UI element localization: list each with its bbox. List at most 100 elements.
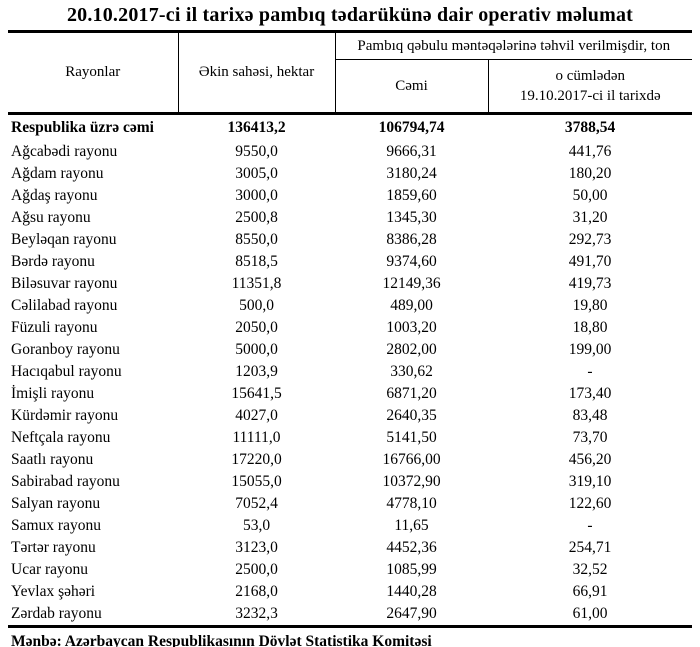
area-value: 3005,0 — [235, 165, 278, 182]
daily-value: 18,80 — [572, 319, 608, 336]
area-value: 3123,0 — [235, 539, 278, 556]
area-value: 17220,0 — [231, 451, 282, 468]
total-value: 2640,35 — [386, 407, 437, 424]
area-value: 9550,0 — [235, 143, 278, 160]
region-name: Saatlı rayonu — [11, 451, 94, 468]
total-value: 2802,00 — [386, 341, 437, 358]
region-name: Samux rayonu — [11, 517, 101, 534]
total-value: 12149,36 — [382, 275, 441, 292]
col-header-rayonlar: Rayonlar — [8, 30, 179, 115]
header-row-2: Cəmi o cümlədən 19.10.2017-ci il tarixdə — [8, 59, 693, 115]
region-name: Hacıqabul rayonu — [11, 363, 122, 380]
daily-value: 122,60 — [568, 495, 612, 512]
area-value: 3000,0 — [235, 187, 278, 204]
area-value: 7052,4 — [235, 495, 278, 512]
daily-value: 254,71 — [568, 539, 612, 556]
daily-value: 441,76 — [568, 143, 612, 160]
daily-value: 173,40 — [568, 385, 612, 402]
table-row: Samux rayonu 53,0 11,65 - — [8, 515, 692, 537]
table-body: Respublika üzrə cəmi 136413,2 106794,74 378… — [8, 114, 692, 627]
region-name: Tərtər rayonu — [11, 539, 96, 556]
area-value: 2168,0 — [235, 583, 278, 600]
total-value: 16766,00 — [382, 451, 441, 468]
daily-value: 491,70 — [568, 253, 612, 270]
region-name: Sabirabad rayonu — [11, 473, 120, 490]
region-name: Ağdam rayonu — [11, 165, 104, 182]
table-row: Beyləqan rayonu 8550,0 8386,28 292,73 — [8, 229, 692, 251]
area-value: 53,0 — [242, 517, 271, 534]
col-header-cemi: Cəmi — [335, 59, 489, 115]
region-name: Respublika üzrə cəmi — [11, 119, 154, 136]
daily-value: 61,00 — [572, 605, 608, 622]
area-value: 15055,0 — [231, 473, 282, 490]
total-value: 1085,99 — [386, 561, 437, 578]
table-row: Biləsuvar rayonu 11351,8 12149,36 419,73 — [8, 273, 692, 295]
col-header-tehvil-group: Pambıq qəbulu məntəqələrinə təhvil veril… — [335, 30, 693, 60]
table-row: Goranboy rayonu 5000,0 2802,00 199,00 — [8, 339, 692, 361]
table-row: Ağcabədi rayonu 9550,0 9666,31 441,76 — [8, 141, 692, 163]
total-value: 1345,30 — [386, 209, 437, 226]
total-value: 6871,20 — [386, 385, 437, 402]
table-row: Salyan rayonu 7052,4 4778,10 122,60 — [8, 493, 692, 515]
region-name: Yevlax şəhəri — [11, 583, 96, 600]
daily-value: 180,20 — [568, 165, 612, 182]
table-row: Ağdaş rayonu 3000,0 1859,60 50,00 — [8, 185, 692, 207]
daily-value: - — [587, 363, 593, 380]
area-value: 2500,8 — [235, 209, 278, 226]
area-value: 11111,0 — [232, 429, 281, 446]
daily-value: 292,73 — [568, 231, 612, 248]
total-value: 9374,60 — [386, 253, 437, 270]
total-value: 9666,31 — [386, 143, 437, 160]
daily-value: 319,10 — [568, 473, 612, 490]
table-row: Tərtər rayonu 3123,0 4452,36 254,71 — [8, 537, 692, 559]
table-row: Ağsu rayonu 2500,8 1345,30 31,20 — [8, 207, 692, 229]
region-name: Goranboy rayonu — [11, 341, 120, 358]
page-title: 20.10.2017-ci il tarixə pambıq tədarükün… — [66, 4, 634, 26]
area-value: 15641,5 — [231, 385, 282, 402]
region-name: İmişli rayonu — [11, 385, 95, 402]
region-name: Ağsu rayonu — [11, 209, 91, 226]
table-row: Sabirabad rayonu 15055,0 10372,90 319,10 — [8, 471, 692, 493]
area-value: 8550,0 — [235, 231, 278, 248]
table-row: Hacıqabul rayonu 1203,9 330,62 - — [8, 361, 692, 383]
total-value: 1859,60 — [386, 187, 437, 204]
table-row: Neftçala rayonu 11111,0 5141,50 73,70 — [8, 427, 692, 449]
daily-value: 3788,54 — [564, 119, 616, 136]
table-row: İmişli rayonu 15641,5 6871,20 173,40 — [8, 383, 692, 405]
col-header-ekin-sahesi: Əkin sahəsi, hektar — [178, 30, 336, 115]
daily-value: - — [587, 517, 593, 534]
daily-value: 19,80 — [572, 297, 608, 314]
region-name: Cəlilabad rayonu — [11, 297, 118, 314]
header-row-1: Rayonlar Əkin sahəsi, hektar Pambıq qəbu… — [8, 30, 693, 115]
daily-value: 73,70 — [572, 429, 608, 446]
table-row: Cəlilabad rayonu 500,0 489,00 19,80 — [8, 295, 692, 317]
cotton-procurement-table: Rayonlar Əkin sahəsi, hektar Pambıq qəbu… — [8, 30, 693, 628]
region-name: Salyan rayonu — [11, 495, 101, 512]
table-row: Ucar rayonu 2500,0 1085,99 32,52 — [8, 559, 692, 581]
region-name: Ağdaş rayonu — [11, 187, 98, 204]
daily-value: 83,48 — [572, 407, 608, 424]
table-row: Ağdam rayonu 3005,0 3180,24 180,20 — [8, 163, 692, 185]
area-value: 1203,9 — [235, 363, 278, 380]
area-value: 136413,2 — [227, 119, 286, 136]
total-value: 4778,10 — [386, 495, 437, 512]
table-header: Rayonlar Əkin sahəsi, hektar Pambıq qəbu… — [8, 30, 693, 115]
area-value: 5000,0 — [235, 341, 278, 358]
table-row: Yevlax şəhəri 2168,0 1440,28 66,91 — [8, 581, 692, 603]
daily-value: 66,91 — [572, 583, 608, 600]
region-name: Füzuli rayonu — [11, 319, 98, 336]
total-value: 330,62 — [390, 363, 433, 380]
daily-value: 50,00 — [572, 187, 608, 204]
daily-value: 419,73 — [568, 275, 612, 292]
table-row: Zərdab rayonu 3232,3 2647,90 61,00 — [8, 603, 692, 627]
daily-value: 31,20 — [572, 209, 608, 226]
total-value: 1440,28 — [386, 583, 437, 600]
daily-value: 199,00 — [568, 341, 612, 358]
region-name: Kürdəmir rayonu — [11, 407, 119, 424]
table-row: Saatlı rayonu 17220,0 16766,00 456,20 — [8, 449, 692, 471]
total-value: 106794,74 — [378, 119, 445, 136]
region-name: Biləsuvar rayonu — [11, 275, 118, 292]
col-header-o-cumleden: o cümlədən 19.10.2017-ci il tarixdə — [488, 59, 693, 115]
region-name: Ağcabədi rayonu — [11, 143, 118, 160]
